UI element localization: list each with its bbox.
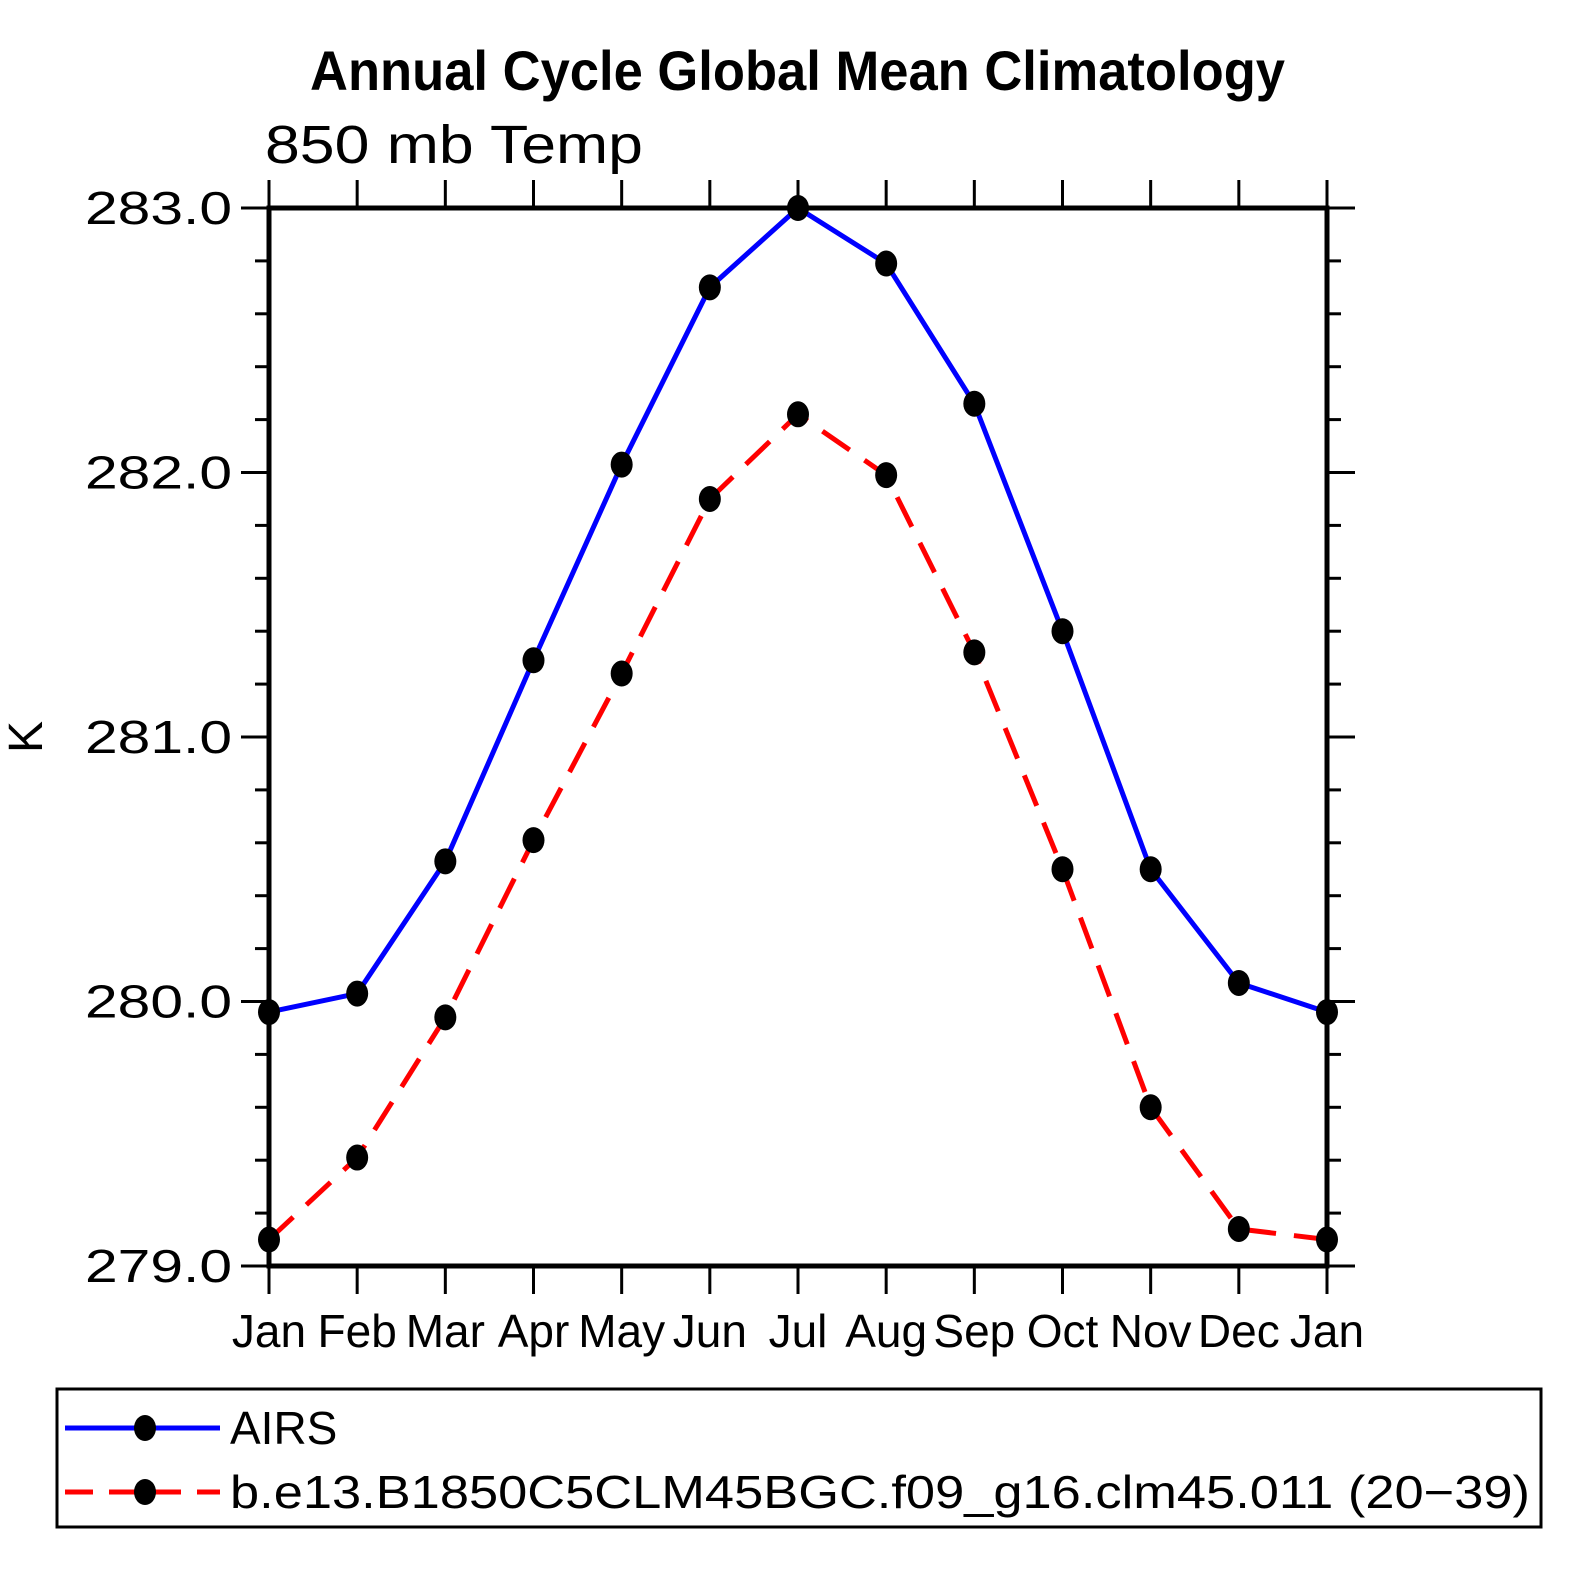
data-point-marker-model [1227,1215,1250,1242]
data-point-marker-model [787,401,809,428]
data-point-marker-airs [1051,618,1074,645]
data-point-marker-airs [963,390,986,417]
axes: Jan Feb Mar Apr May Jun Jul Aug Sep Oct Nov Dec Jan2… [85,180,1364,1357]
x-tick-label: Oct [1027,1305,1099,1357]
data-point-marker-model [875,462,898,489]
legend-marker-airs [134,1415,156,1441]
data-point-marker-airs [1316,999,1338,1026]
series-line-model [267,411,1328,1243]
x-tick-label: Mar [406,1305,485,1357]
legend: AIRS b.e13.B1850C5CLM45BGC.f09_g16.clm45… [55,1387,1543,1529]
series-lines [258,195,1338,1253]
y-tick-label: 280.0 [85,976,232,1028]
x-tick-label: Sep [933,1305,1015,1357]
y-tick-label: 281.0 [85,711,232,763]
data-point-marker-airs [1227,969,1250,996]
x-tick-label: Apr [498,1305,570,1357]
plot-frame [266,205,1330,1269]
legend-box [55,1387,1543,1529]
legend-label-model: b.e13.B1850C5CLM45BGC.f09_g16.clm45.011 … [230,1466,1530,1518]
data-point-marker-airs [522,647,545,674]
data-point-marker-airs [434,848,457,875]
x-tick-label: Jan [1290,1305,1364,1357]
x-tick-label: Feb [318,1305,397,1357]
x-tick-label: Jul [769,1305,828,1357]
y-tick-label: 282.0 [85,447,232,499]
x-tick-label: Jun [673,1305,747,1357]
legend-marker-model [134,1479,156,1505]
x-tick-label: Dec [1198,1305,1280,1357]
data-point-marker-model [963,639,986,666]
data-point-marker-airs [346,980,369,1007]
data-point-marker-model [1139,1094,1162,1121]
x-tick-label: May [578,1305,665,1357]
data-point-marker-model [1051,856,1074,883]
data-point-marker-model [258,1226,280,1253]
x-tick-label: Nov [1110,1305,1192,1357]
data-point-marker-model [346,1144,369,1171]
legend-label-airs: AIRS [230,1402,337,1454]
data-point-marker-model [1316,1226,1338,1253]
data-point-marker-model [698,485,721,512]
data-point-marker-airs [875,250,898,277]
chart-subtitle: 850 mb Temp [265,115,643,175]
data-point-marker-airs [1139,856,1162,883]
data-point-marker-airs [258,999,280,1026]
x-tick-label: Jan [232,1305,306,1357]
data-point-marker-model [522,827,545,854]
y-axis-title: K [0,721,53,753]
y-tick-label: 279.0 [85,1240,232,1292]
data-point-marker-airs [610,451,633,478]
data-point-marker-airs [698,274,721,301]
page-title: Annual Cycle Global Mean Climatology [310,39,1285,102]
y-tick-label: 283.0 [85,182,232,234]
data-point-marker-airs [787,195,809,221]
data-point-marker-model [434,1004,457,1031]
x-tick-label: Aug [845,1305,927,1357]
series-line-airs [268,204,1328,1015]
data-point-marker-model [610,660,633,687]
